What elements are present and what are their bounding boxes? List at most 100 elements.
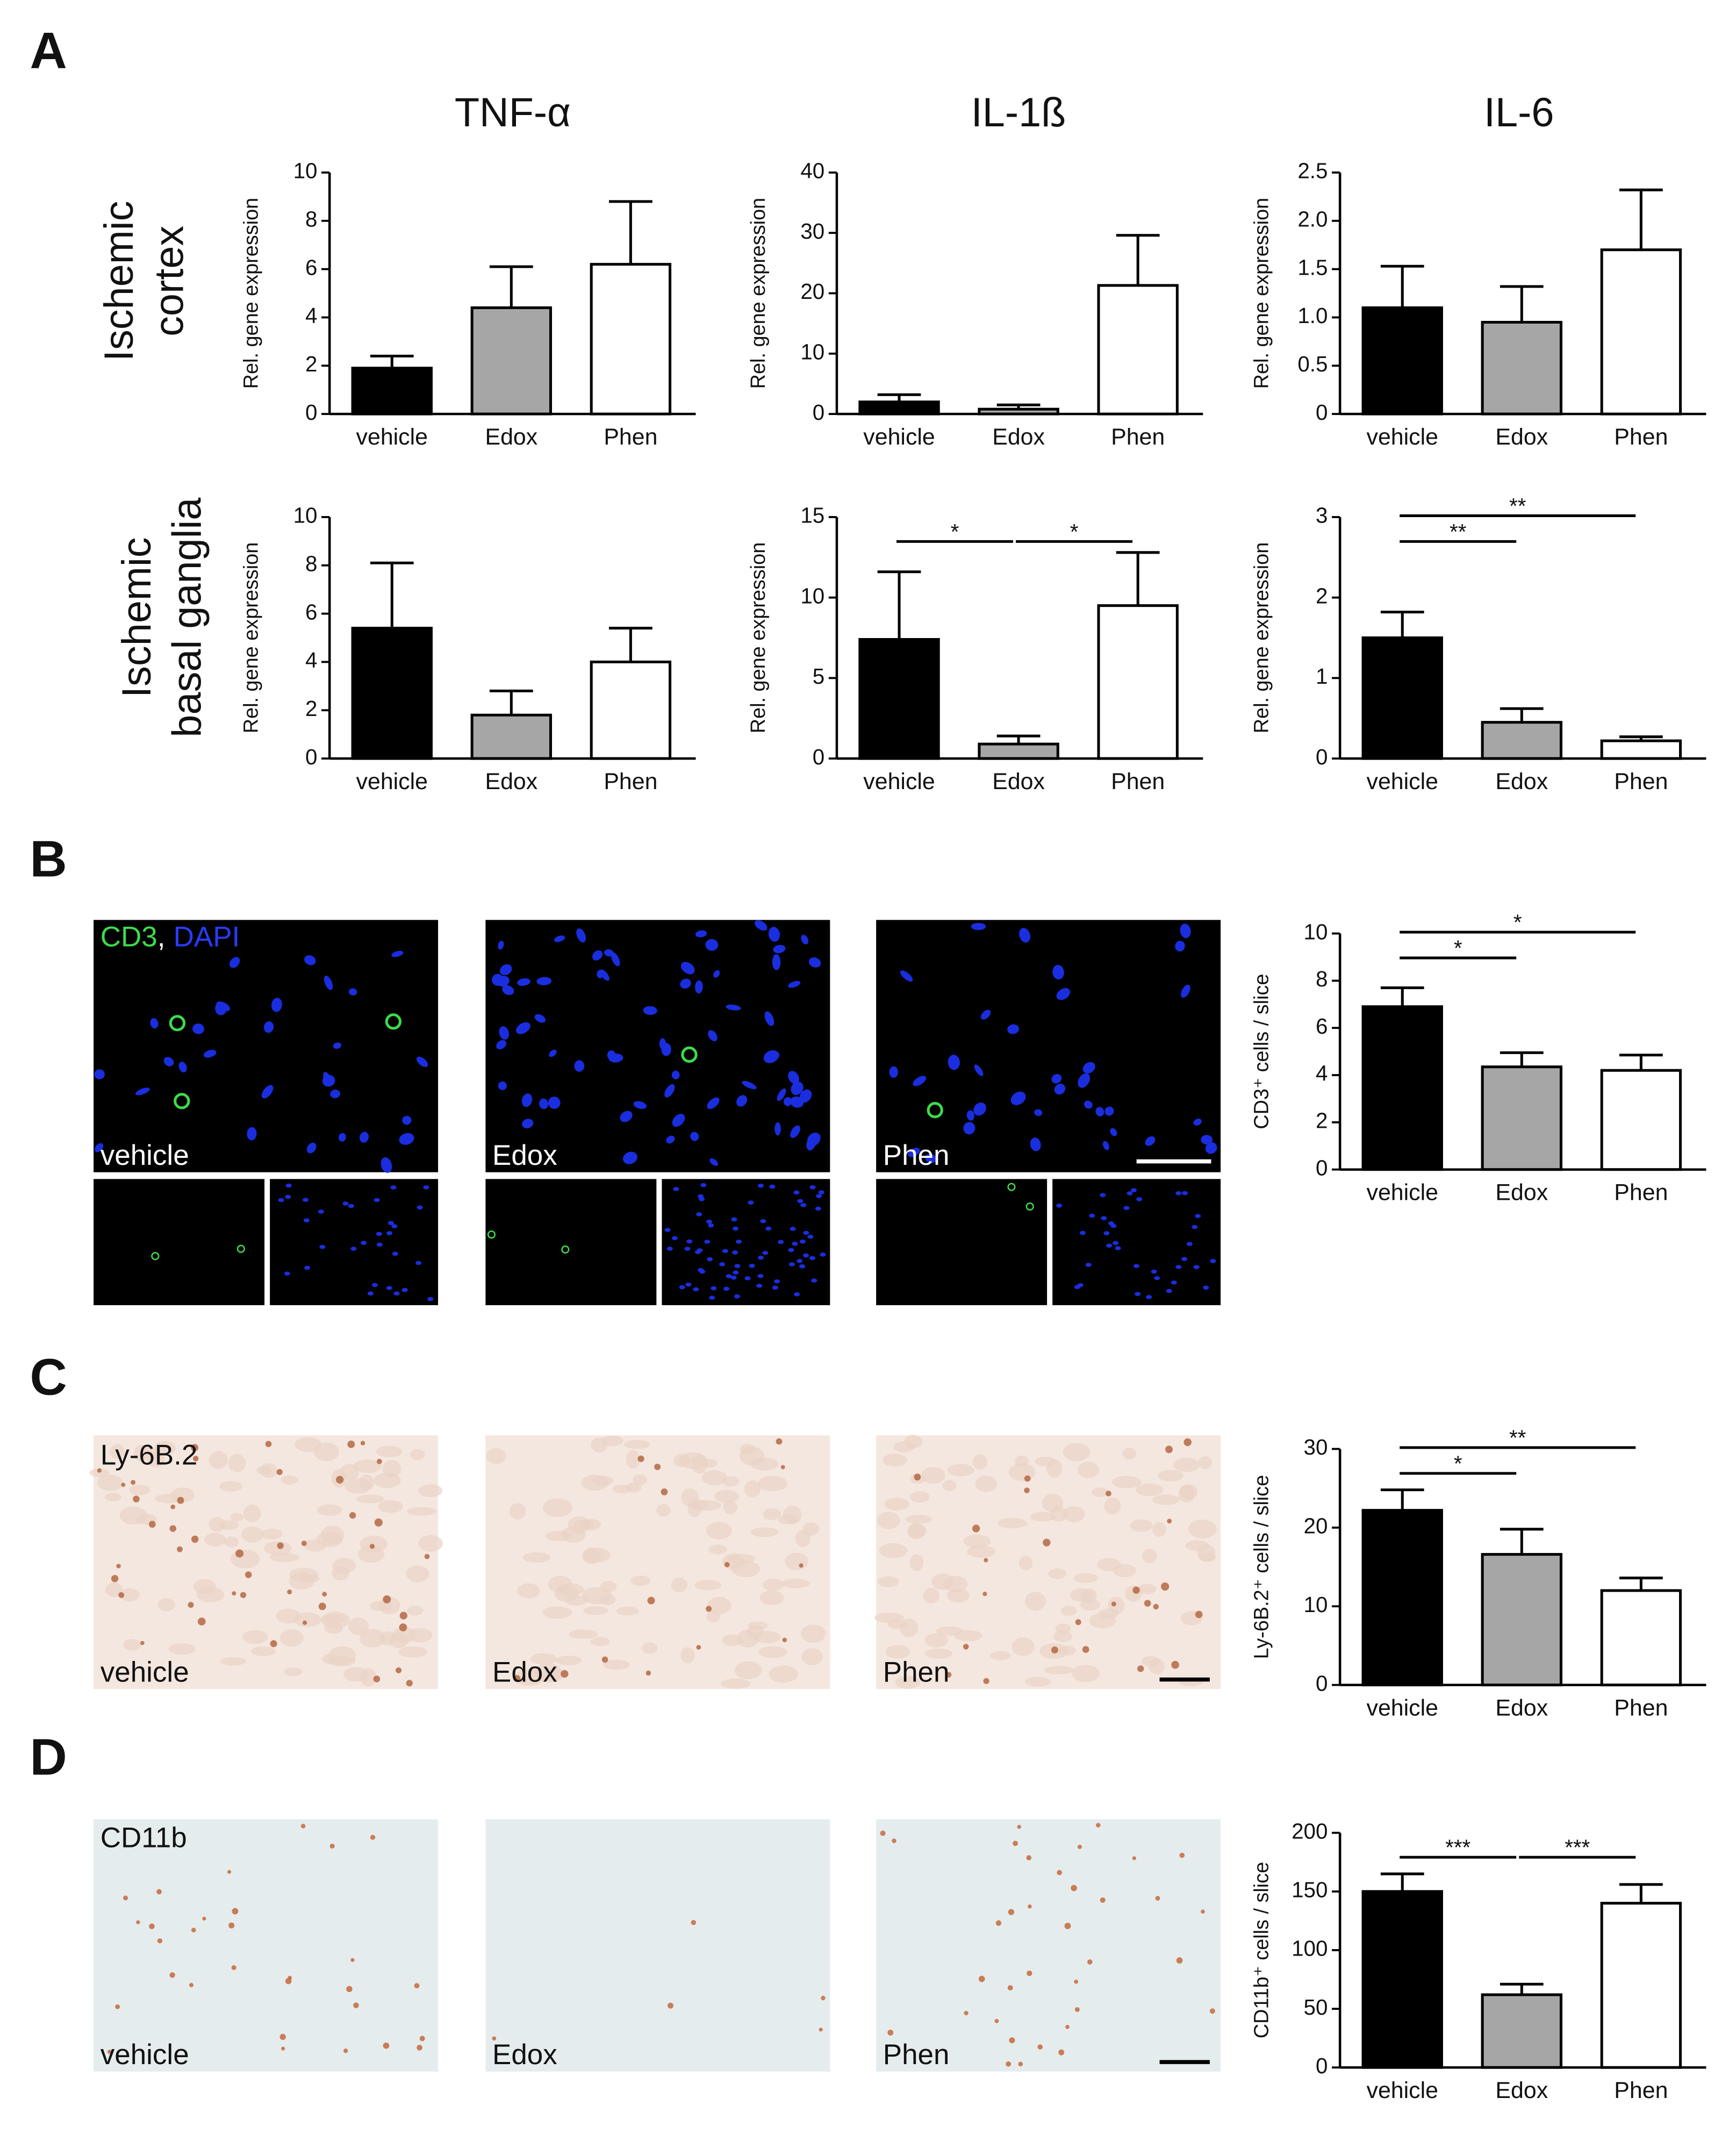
nucleus xyxy=(247,1127,257,1141)
nucleus xyxy=(1106,1243,1113,1248)
nucleus xyxy=(1203,1285,1209,1290)
y-tick-label: 8 xyxy=(1316,966,1328,991)
stained-cell xyxy=(336,1476,344,1484)
tissue xyxy=(542,1606,572,1619)
tissue xyxy=(358,1545,385,1563)
nucleus xyxy=(971,922,986,930)
nucleus xyxy=(150,1018,159,1029)
nucleus xyxy=(1113,1241,1119,1245)
bar-chart: CD11b⁺ cells / slice 0 50 100 150 200 vehicle E… xyxy=(1250,1818,1706,2103)
nucleus xyxy=(963,1122,975,1135)
stained-cell xyxy=(1171,1660,1179,1669)
nucleus xyxy=(808,957,821,968)
cd3-cell xyxy=(1025,1202,1034,1211)
nucleus xyxy=(1056,988,1071,1000)
cd3-cell xyxy=(927,1102,943,1119)
stained-cell xyxy=(118,1592,125,1598)
stained-cell xyxy=(287,1589,292,1595)
bar-chart: Rel. gene expression 0 10 20 30 40 vehicle Edox… xyxy=(747,159,1203,450)
nucleus xyxy=(285,1183,292,1188)
stained-cell xyxy=(346,1986,353,1993)
nucleus xyxy=(1181,1191,1188,1195)
tissue xyxy=(673,1453,691,1467)
significance-label: ** xyxy=(1509,1426,1526,1450)
tissue xyxy=(600,1581,617,1592)
nucleus xyxy=(664,1084,675,1098)
tissue xyxy=(721,1678,751,1689)
stained-cell xyxy=(1144,1600,1151,1607)
stained-cell xyxy=(561,1670,569,1678)
nucleus xyxy=(696,1212,702,1216)
tissue xyxy=(1053,1631,1073,1642)
stained-cell xyxy=(228,1922,235,1929)
tissue xyxy=(299,1574,320,1583)
x-tick-label: Phen xyxy=(1614,1695,1668,1721)
nucleus xyxy=(376,1231,382,1236)
nucleus xyxy=(748,1200,754,1205)
tissue xyxy=(759,1590,784,1606)
tissue xyxy=(924,1648,953,1659)
stained-cell xyxy=(982,1592,987,1596)
tissue xyxy=(1060,1606,1077,1616)
nucleus xyxy=(1082,1062,1095,1074)
nucleus xyxy=(799,1089,812,1103)
nucleus xyxy=(666,1247,673,1251)
tissue xyxy=(119,1588,140,1602)
tissue xyxy=(517,1583,540,1599)
tissue xyxy=(687,1500,702,1517)
nucleus xyxy=(417,1205,423,1210)
nucleus xyxy=(807,1234,814,1239)
stained-cell xyxy=(277,1542,284,1549)
tissue xyxy=(722,1553,745,1570)
tissue xyxy=(170,1487,195,1503)
condition-label: Edox xyxy=(492,1140,557,1171)
nucleus xyxy=(1193,1119,1202,1126)
stained-cell xyxy=(1024,1487,1030,1493)
nucleus xyxy=(769,1184,776,1189)
y-tick-label: 4 xyxy=(1316,1061,1328,1086)
nucleus xyxy=(1115,1246,1121,1250)
stained-cell xyxy=(148,1521,156,1528)
y-axis-label: Rel. gene expression xyxy=(1250,542,1273,734)
tissue xyxy=(256,1466,271,1475)
nucleus xyxy=(763,1050,779,1063)
tissue xyxy=(946,1588,970,1603)
stained-cell xyxy=(97,1468,102,1473)
tissue xyxy=(530,1653,557,1665)
y-tick-label: 0 xyxy=(305,744,317,769)
y-tick-label: 40 xyxy=(800,159,824,183)
tissue xyxy=(641,1642,658,1654)
nucleus xyxy=(1181,1257,1188,1262)
nucleus xyxy=(1110,1128,1117,1136)
nucleus xyxy=(261,1085,274,1099)
tissue xyxy=(1152,1494,1180,1505)
nucleus xyxy=(764,1011,774,1026)
significance-label: * xyxy=(1454,1451,1462,1476)
nucleus xyxy=(793,1190,800,1195)
tissue xyxy=(624,1440,650,1449)
y-tick-label: 2 xyxy=(1316,583,1328,608)
nucleus xyxy=(705,939,719,951)
bar-chart: CD3⁺ cells / slice 0 2 4 6 8 10 vehicle Edox Phen… xyxy=(1250,910,1706,1205)
tissue xyxy=(1141,1656,1160,1667)
nucleus xyxy=(600,969,609,981)
condition-label: Phen xyxy=(883,1140,950,1171)
stained-cell xyxy=(647,1596,655,1605)
stained-cell xyxy=(914,1473,921,1481)
y-tick-label: 1.0 xyxy=(1297,303,1328,328)
stained-cell xyxy=(963,1644,969,1650)
tissue xyxy=(633,1474,647,1485)
condition-label: vehicle xyxy=(101,1656,189,1688)
nucleus xyxy=(709,1295,715,1300)
tissue xyxy=(241,1526,264,1543)
nucleus xyxy=(799,1239,806,1244)
image-frame xyxy=(94,1819,439,2072)
tissue xyxy=(283,1667,303,1676)
nucleus xyxy=(499,1026,510,1040)
nucleus xyxy=(1151,1269,1157,1274)
x-tick-label: vehicle xyxy=(863,769,935,794)
tissue xyxy=(123,1639,141,1651)
tissue xyxy=(616,1606,639,1616)
nucleus xyxy=(1186,1242,1193,1246)
